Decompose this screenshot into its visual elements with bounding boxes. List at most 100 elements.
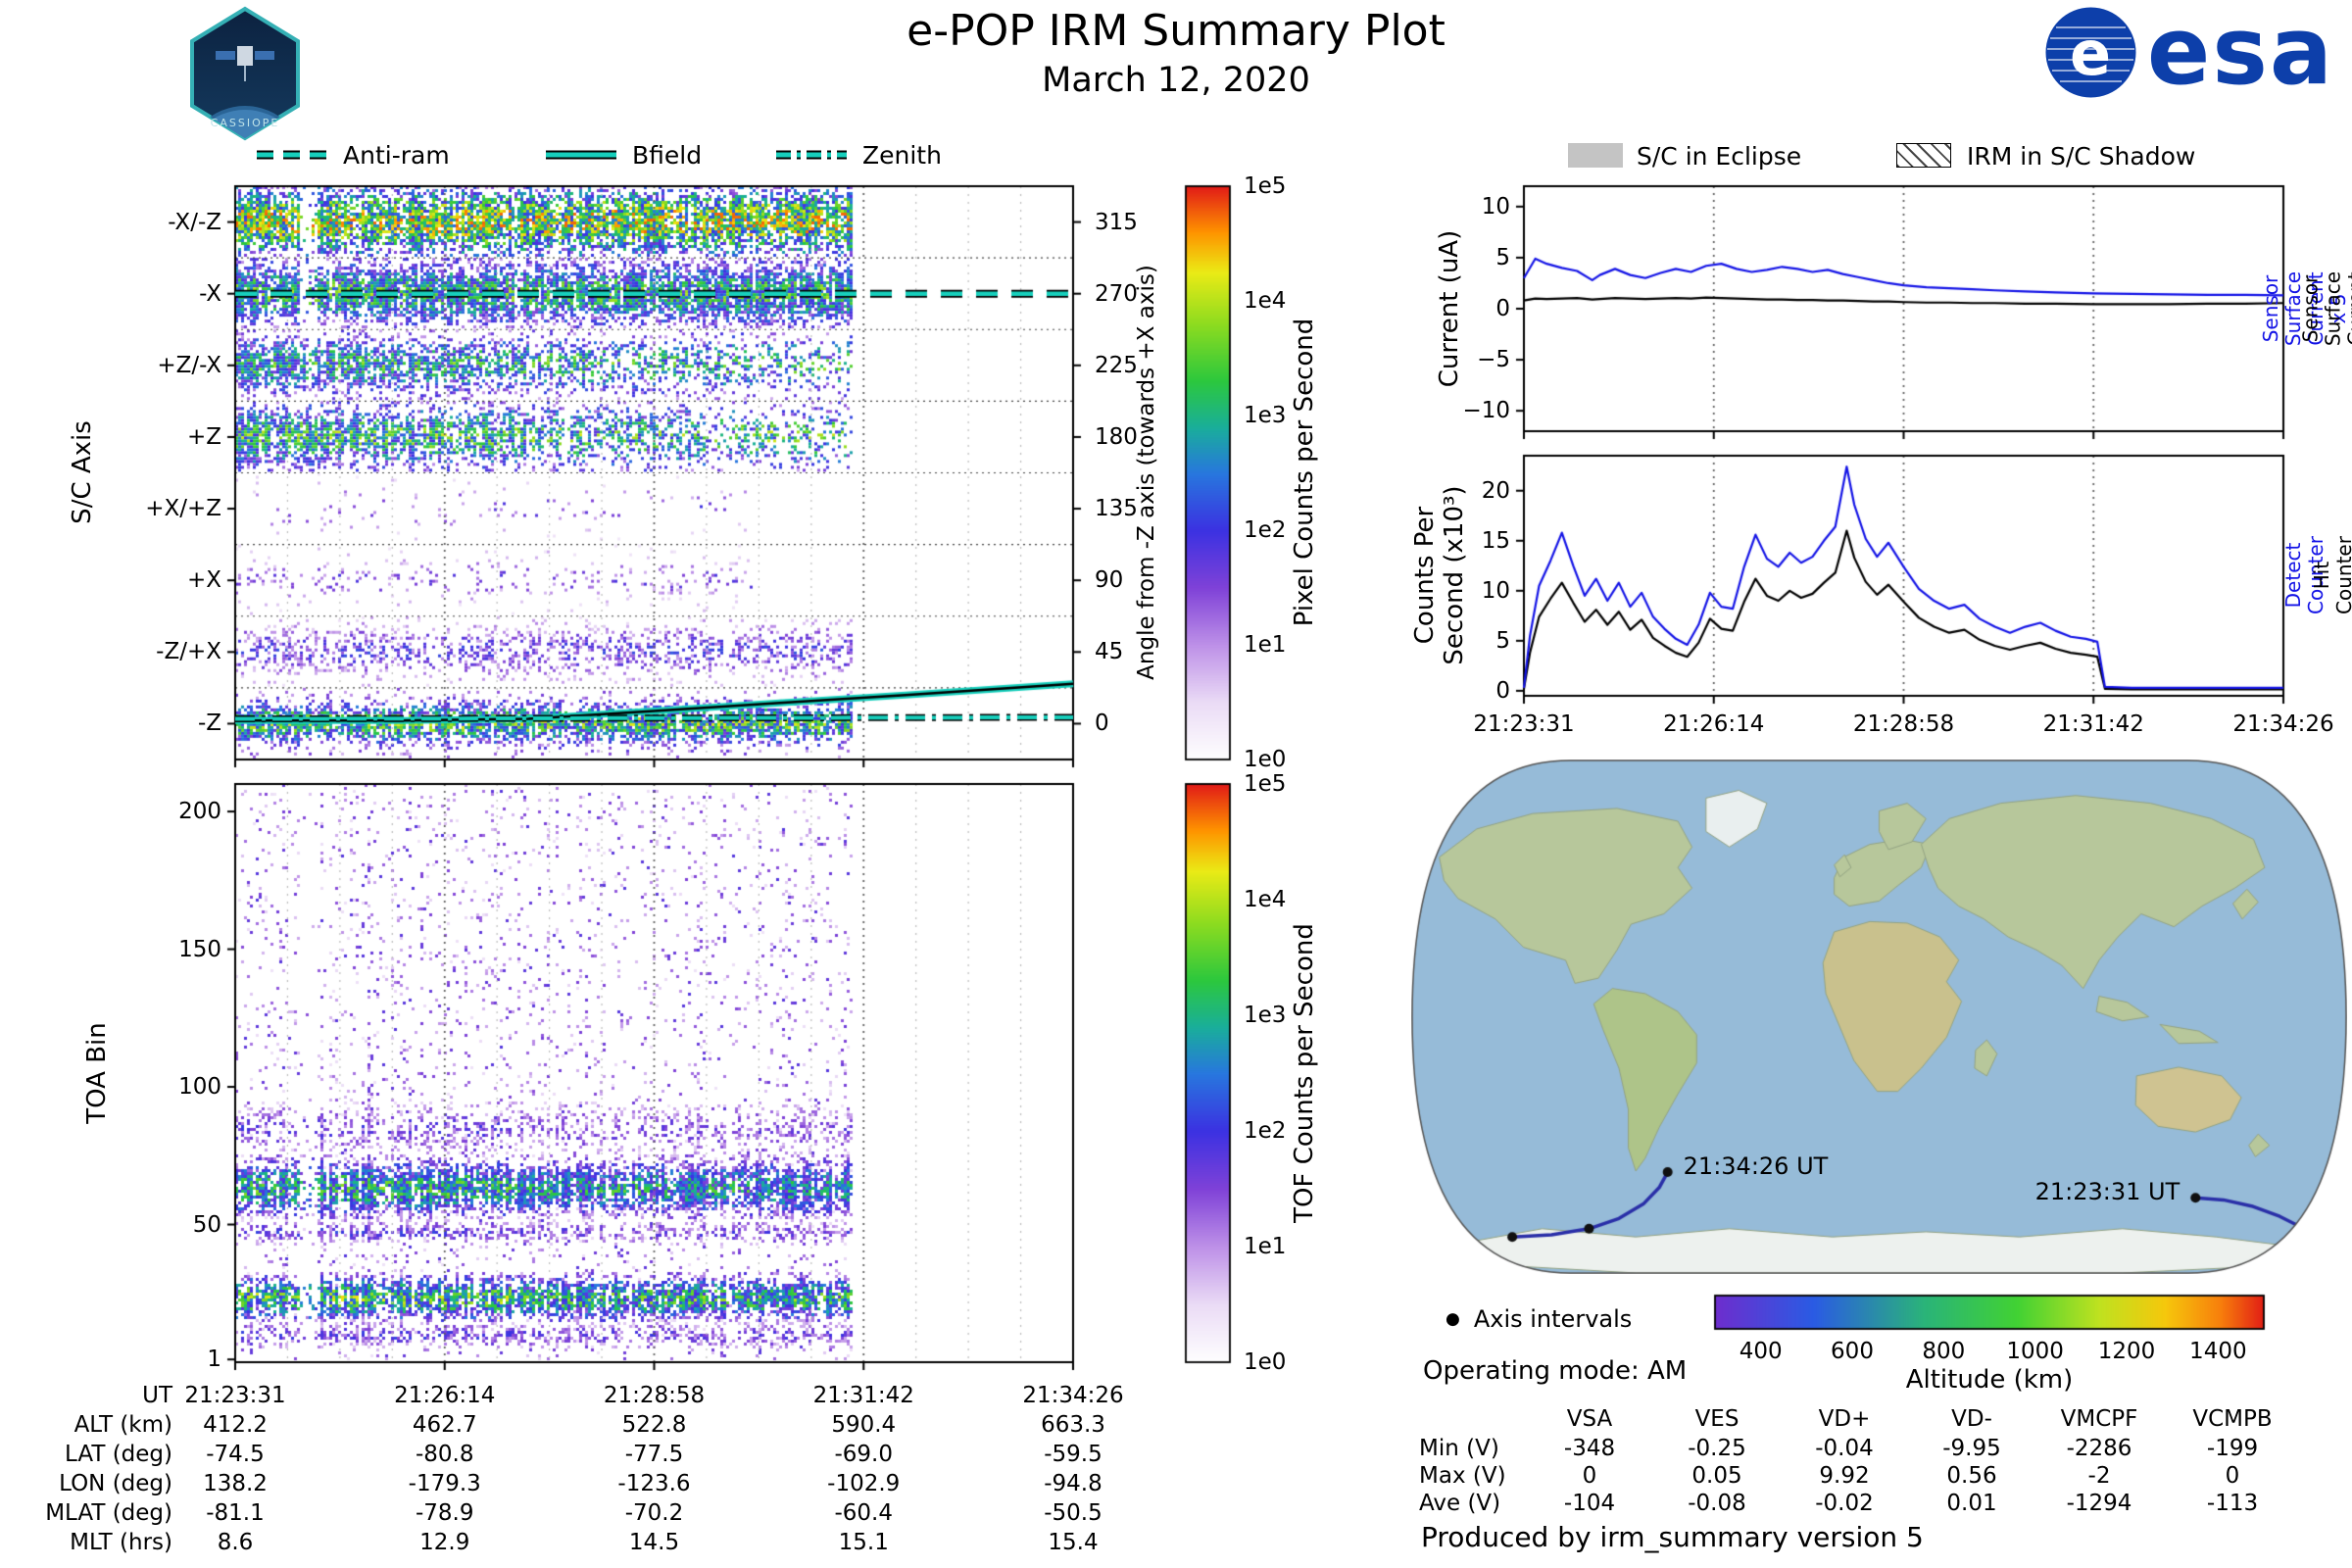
tick-label: 90 bbox=[1095, 567, 1124, 594]
tick-label: 1e5 bbox=[1244, 771, 1287, 797]
tick-label: -2 bbox=[2087, 1463, 2111, 1489]
sc-axis-spectrogram-canvas bbox=[225, 176, 1083, 769]
axis-intervals-label: Axis intervals bbox=[1473, 1305, 1633, 1333]
legend-label-zenith: Zenith bbox=[862, 140, 942, 170]
hit-counter-label: Hit Counter bbox=[2310, 536, 2352, 614]
tick-label: -50.5 bbox=[1044, 1500, 1102, 1526]
bfield-line-sample-icon bbox=[546, 150, 616, 160]
tick-label: 1e1 bbox=[1244, 632, 1287, 658]
tick-label: -1294 bbox=[2066, 1491, 2132, 1516]
tick-label: 21:34:26 UT bbox=[1683, 1152, 1829, 1181]
tick-label: 21:28:58 bbox=[603, 1383, 706, 1408]
tick-label: +X/+Z bbox=[145, 496, 221, 522]
tick-label: 1e0 bbox=[1244, 747, 1287, 772]
tick-label: -60.4 bbox=[834, 1500, 894, 1526]
sensor-current-label: Sensor Surface Current bbox=[2298, 270, 2352, 347]
tick-label: 0 bbox=[1495, 677, 1510, 704]
tick-label: 0.56 bbox=[1946, 1463, 1997, 1489]
legend-label-bfield: Bfield bbox=[632, 140, 703, 170]
esa-wordmark: esa bbox=[2146, 0, 2334, 106]
tick-label: 21:23:31 bbox=[1473, 711, 1575, 737]
tick-label: -0.08 bbox=[1688, 1491, 1746, 1516]
satellite-icon bbox=[237, 46, 253, 66]
legend-label-antiram: Anti-ram bbox=[343, 140, 450, 170]
tick-label: 5 bbox=[1495, 627, 1510, 654]
toa-spectrogram-canvas bbox=[225, 774, 1083, 1372]
tick-label: 0 bbox=[1095, 710, 1109, 737]
current-ylabel: Current (uA) bbox=[1435, 229, 1465, 388]
tick-label: MLAT (deg) bbox=[45, 1500, 172, 1526]
eclipse-swatch bbox=[1568, 143, 1623, 168]
tick-label: 138.2 bbox=[203, 1471, 268, 1496]
tick-label: 0 bbox=[1495, 296, 1510, 321]
tick-label: 590.4 bbox=[831, 1412, 897, 1438]
tick-label: 0 bbox=[2225, 1463, 2240, 1489]
tick-label: 12.9 bbox=[419, 1530, 470, 1555]
angle-axis-label: Angle from -Z axis (towards +X axis) bbox=[1133, 265, 1159, 680]
tick-label: 1e3 bbox=[1244, 403, 1287, 428]
sensor-current-chart-canvas bbox=[1514, 176, 2293, 441]
tick-label: LAT (deg) bbox=[65, 1442, 172, 1467]
axis-intervals-legend: ● Axis intervals bbox=[1446, 1305, 1632, 1333]
tick-label: -X bbox=[199, 280, 221, 307]
svg-text:e: e bbox=[2070, 18, 2111, 89]
tick-label: -123.6 bbox=[617, 1471, 691, 1496]
tick-label: 1e1 bbox=[1244, 1234, 1287, 1259]
tof-colorbar-label: TOF Counts per Second bbox=[1290, 923, 1320, 1223]
tick-label: 45 bbox=[1095, 639, 1124, 665]
tick-label: 1e3 bbox=[1244, 1003, 1287, 1028]
tick-label: 1e0 bbox=[1244, 1349, 1287, 1375]
tick-label: 10 bbox=[1481, 577, 1510, 604]
tick-label: +X bbox=[186, 567, 221, 594]
counts-ylabel: Counts Per Second (x10³) bbox=[1410, 485, 1469, 665]
cassiope-wordmark: CASSIOPE bbox=[211, 117, 280, 129]
tick-label: -Z bbox=[197, 710, 221, 737]
tick-label: -102.9 bbox=[827, 1471, 901, 1496]
direction-legend: Anti-ram Bfield Zenith bbox=[235, 140, 1073, 173]
tick-label: 1200 bbox=[2097, 1339, 2156, 1364]
zenith-line-sample-icon bbox=[776, 150, 847, 160]
tick-label: Max (V) bbox=[1419, 1463, 1506, 1489]
tick-label: 1e4 bbox=[1244, 288, 1287, 314]
tick-label: 600 bbox=[1831, 1339, 1874, 1364]
tick-label: 5 bbox=[1495, 244, 1510, 270]
esa-globe-icon: e bbox=[2045, 7, 2136, 98]
tick-label: 663.3 bbox=[1041, 1412, 1105, 1438]
tick-label: 200 bbox=[178, 799, 221, 825]
tick-label: VD- bbox=[1951, 1406, 1992, 1432]
legend-item-bfield: Bfield bbox=[544, 140, 702, 170]
tick-label: Ave (V) bbox=[1419, 1491, 1501, 1516]
tof-counts-colorbar bbox=[1176, 774, 1240, 1372]
toa-ylabel: TOA Bin bbox=[82, 1022, 113, 1124]
tick-label: 1e2 bbox=[1244, 1118, 1287, 1144]
tick-label: 225 bbox=[1095, 352, 1138, 378]
tick-label: 135 bbox=[1095, 496, 1138, 522]
tick-label: 1e2 bbox=[1244, 517, 1287, 543]
tick-label: LON (deg) bbox=[59, 1471, 172, 1496]
tick-label: −10 bbox=[1462, 398, 1510, 424]
tick-label: 21:26:14 bbox=[394, 1383, 496, 1408]
tick-label: 522.8 bbox=[621, 1412, 687, 1438]
operating-mode-text: Operating mode: AM bbox=[1423, 1356, 1688, 1386]
tick-label: −5 bbox=[1477, 347, 1510, 373]
tick-label: -77.5 bbox=[624, 1442, 684, 1467]
tick-label: 9.92 bbox=[1819, 1463, 1870, 1489]
tick-label: 21:31:42 bbox=[2042, 711, 2144, 737]
tick-label: 21:23:31 bbox=[184, 1383, 286, 1408]
antiram-line-sample-icon bbox=[257, 150, 327, 160]
shadow-hatch-swatch bbox=[1896, 143, 1951, 168]
legend-item-antiram: Anti-ram bbox=[255, 140, 450, 170]
tick-label: 400 bbox=[1739, 1339, 1783, 1364]
tick-label: 8.6 bbox=[217, 1530, 254, 1555]
counters-chart-canvas bbox=[1514, 446, 2293, 706]
tick-label: 0 bbox=[1582, 1463, 1597, 1489]
tick-label: 20 bbox=[1481, 477, 1510, 504]
tick-label: +Z bbox=[186, 423, 221, 450]
sc-axis-ylabel: S/C Axis bbox=[68, 420, 98, 524]
tick-label: 50 bbox=[192, 1211, 221, 1238]
tick-label: -78.9 bbox=[415, 1500, 474, 1526]
tick-label: 150 bbox=[178, 936, 221, 962]
tick-label: -2286 bbox=[2066, 1436, 2132, 1461]
tick-label: -0.02 bbox=[1815, 1491, 1874, 1516]
pixel-counts-colorbar bbox=[1176, 176, 1240, 769]
